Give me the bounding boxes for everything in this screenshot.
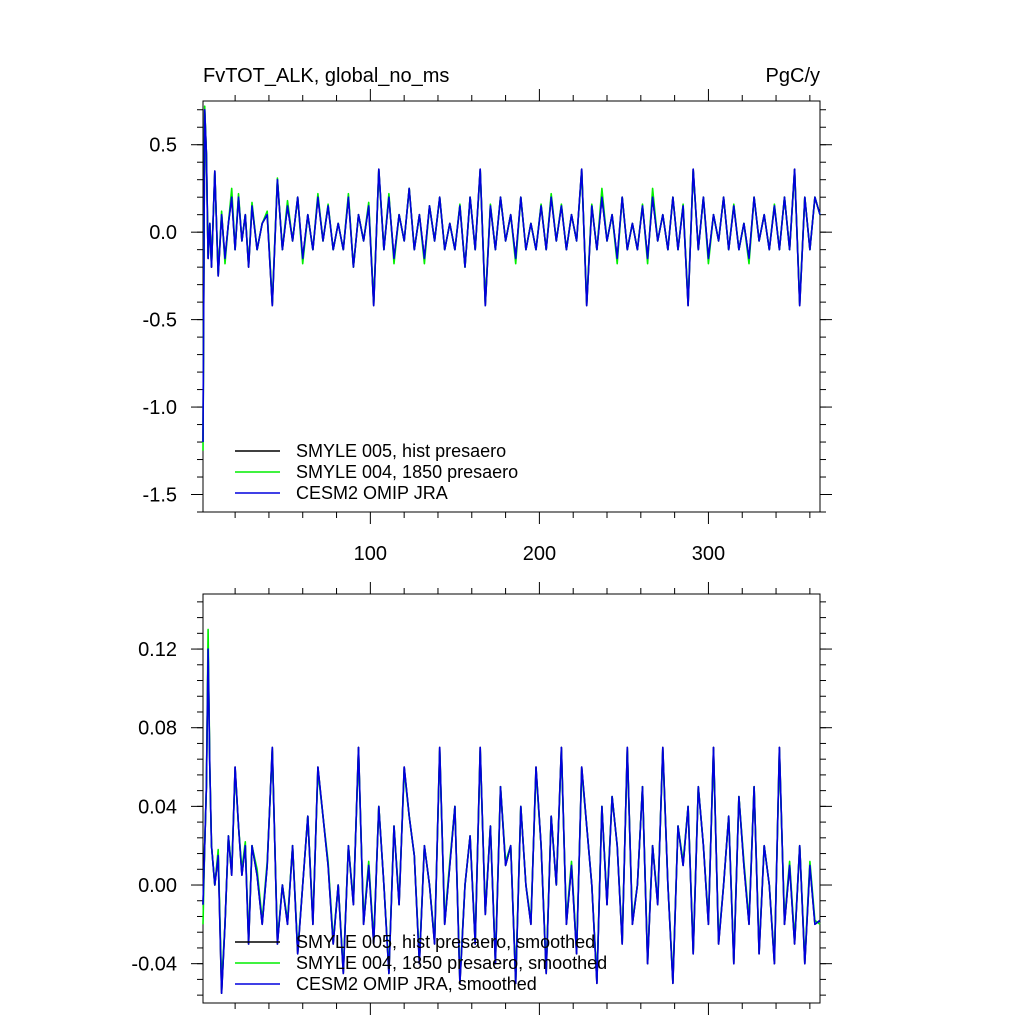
legend-label: SMYLE 005, hist presaero [296,441,506,461]
legend-label: SMYLE 004, 1850 presaero [296,462,518,482]
series-line-3 [202,108,821,443]
y-tick-label: -0.04 [131,954,177,976]
y-tick-label: 0.12 [138,639,177,661]
units-label: PgC/y [766,65,820,87]
top-panel: 0.5 0.0 -0.5 -1.0 -1.5 100 200 300 SMYLE 005, hi… [143,89,832,565]
legend-label: SMYLE 005, hist presaero, smoothed [296,932,595,952]
legend-label: CESM2 OMIP JRA, smoothed [296,974,537,994]
series-line-3 [202,648,821,995]
x-tick-label: 200 [523,543,556,565]
x-tick-label: 300 [692,543,725,565]
y-tick-label: 0.00 [138,875,177,897]
y-tick-label: -1.5 [143,485,177,507]
y-tick-label: 0.5 [149,135,177,157]
chart-title: FvTOT_ALK, global_no_ms [203,65,449,87]
y-tick-label: -1.0 [143,397,177,419]
series-line-1 [202,108,821,443]
y-tick-label: 0.04 [138,796,177,818]
y-tick-label: 0.08 [138,718,177,740]
y-tick-label: -0.5 [143,310,177,332]
bottom-panel: 0.12 0.08 0.04 0.00 -0.04 SMYLE 005, hist pre… [131,582,832,1015]
series-line-2 [202,628,821,985]
x-tick-label: 100 [354,543,387,565]
plot-frame [202,593,821,1004]
legend-label: CESM2 OMIP JRA [296,483,448,503]
series-line-2 [202,105,821,451]
legend-label: SMYLE 004, 1850 presaero, smoothed [296,953,607,973]
y-tick-label: 0.0 [149,222,177,244]
